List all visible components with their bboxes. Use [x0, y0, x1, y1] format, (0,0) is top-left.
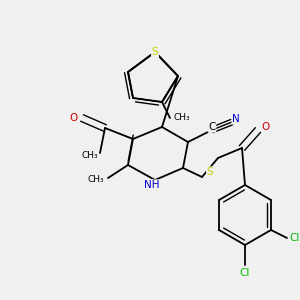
Text: S: S — [207, 167, 213, 177]
Text: CH₃: CH₃ — [88, 176, 104, 184]
Text: O: O — [262, 122, 270, 132]
Text: N: N — [232, 114, 240, 124]
Text: C: C — [208, 122, 216, 132]
Text: NH: NH — [144, 180, 160, 190]
Text: O: O — [70, 113, 78, 123]
Text: CH₃: CH₃ — [82, 152, 98, 160]
Text: CH₃: CH₃ — [174, 113, 190, 122]
Text: Cl: Cl — [290, 233, 300, 243]
Text: Cl: Cl — [240, 268, 250, 278]
Text: S: S — [152, 47, 158, 57]
